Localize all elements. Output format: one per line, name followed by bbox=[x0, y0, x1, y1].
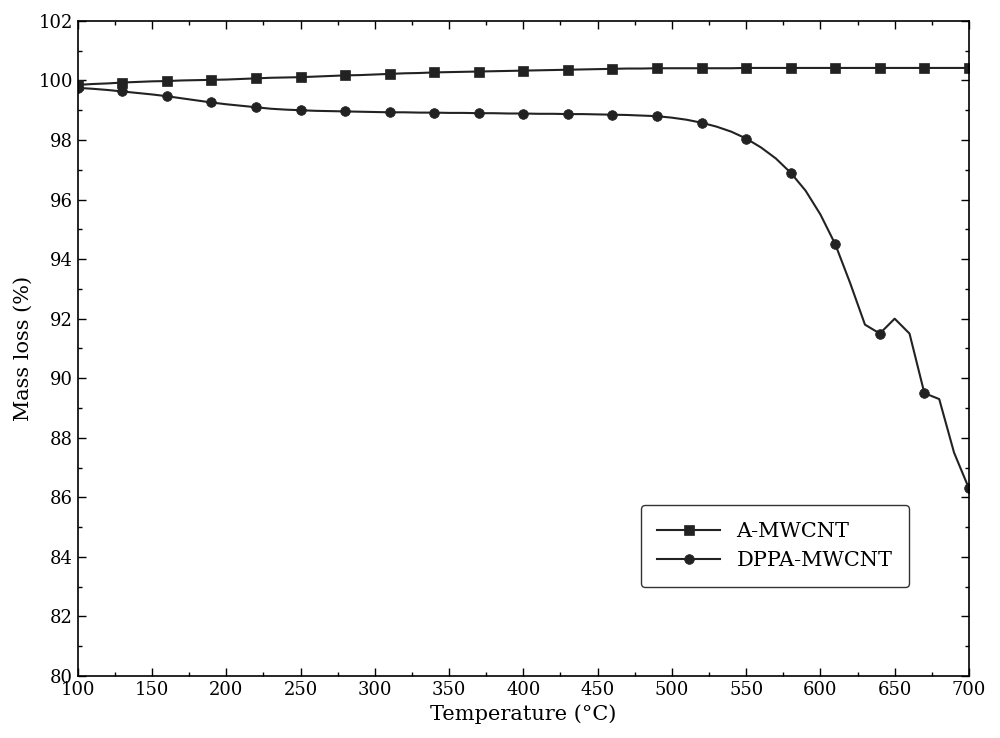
DPPA-MWCNT bbox=[250, 103, 262, 111]
A-MWCNT bbox=[250, 74, 262, 83]
A-MWCNT bbox=[384, 69, 396, 78]
DPPA-MWCNT bbox=[844, 278, 856, 287]
DPPA-MWCNT bbox=[384, 108, 396, 117]
A-MWCNT bbox=[963, 63, 975, 72]
DPPA-MWCNT bbox=[72, 83, 84, 92]
A-MWCNT bbox=[72, 80, 84, 89]
A-MWCNT bbox=[606, 64, 618, 73]
Line: A-MWCNT: A-MWCNT bbox=[73, 63, 974, 90]
Y-axis label: Mass loss (%): Mass loss (%) bbox=[14, 276, 33, 421]
DPPA-MWCNT bbox=[280, 106, 292, 114]
A-MWCNT bbox=[859, 63, 871, 72]
Line: DPPA-MWCNT: DPPA-MWCNT bbox=[73, 83, 974, 493]
DPPA-MWCNT bbox=[547, 109, 559, 118]
A-MWCNT bbox=[280, 73, 292, 82]
A-MWCNT bbox=[740, 63, 752, 72]
Legend: A-MWCNT, DPPA-MWCNT: A-MWCNT, DPPA-MWCNT bbox=[641, 506, 909, 587]
DPPA-MWCNT bbox=[606, 110, 618, 119]
DPPA-MWCNT bbox=[963, 484, 975, 493]
X-axis label: Temperature (°C): Temperature (°C) bbox=[430, 705, 617, 724]
A-MWCNT bbox=[547, 66, 559, 75]
